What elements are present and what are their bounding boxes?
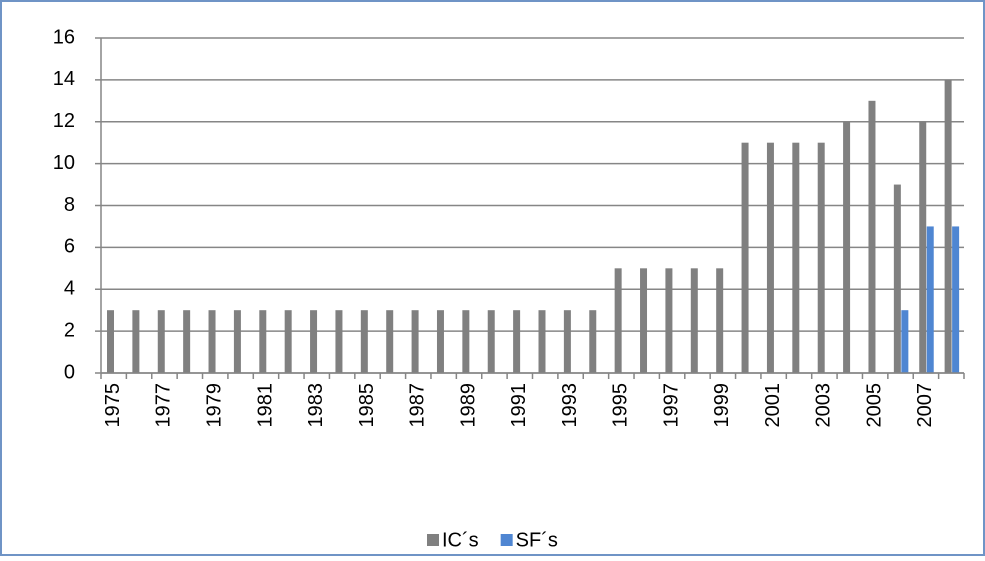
legend-label: SF´s [516, 529, 558, 551]
bar [640, 268, 648, 373]
bar [310, 310, 318, 373]
bar [513, 310, 521, 373]
x-tick-label: 2001 [762, 383, 784, 428]
y-tick-label: 16 [53, 26, 75, 48]
bar [107, 310, 114, 373]
bar [157, 310, 165, 373]
y-tick-label: 4 [64, 278, 75, 300]
legend-swatch [427, 534, 439, 546]
bar [868, 100, 876, 373]
bar [487, 310, 495, 373]
bar [766, 142, 774, 373]
x-tick-label: 1979 [204, 383, 226, 428]
x-tick-label: 1985 [356, 383, 378, 428]
bar [843, 121, 851, 373]
y-tick-label: 6 [64, 236, 75, 258]
bar [944, 79, 952, 373]
legend-swatch [500, 534, 513, 546]
bar [919, 121, 927, 373]
bar [741, 142, 749, 373]
x-tick-label: 1995 [610, 383, 632, 428]
bar [893, 184, 901, 373]
x-tick-label: 2003 [813, 383, 835, 428]
bar [952, 226, 960, 373]
x-tick-label: 1993 [559, 383, 581, 428]
x-tick-label: 1987 [407, 383, 429, 428]
bar [538, 310, 546, 373]
bar [817, 142, 825, 373]
bar [901, 310, 909, 373]
bar [614, 268, 622, 373]
bar [436, 310, 444, 373]
bar [716, 268, 724, 373]
bar [284, 310, 292, 373]
y-tick-label: 8 [64, 194, 75, 216]
x-tick-label: 1977 [153, 383, 175, 428]
y-tick-label: 14 [53, 68, 75, 90]
bar [563, 310, 571, 373]
bar [233, 310, 241, 373]
bar [208, 310, 216, 373]
x-tick-label: 1999 [711, 383, 733, 428]
bar [386, 310, 394, 373]
bar [360, 310, 368, 373]
bar [665, 268, 673, 373]
bar [462, 310, 470, 373]
bar [259, 310, 267, 373]
bar [792, 142, 800, 373]
bar [132, 310, 140, 373]
bar [926, 226, 934, 373]
x-tick-label: 1981 [254, 383, 276, 428]
bar [589, 310, 597, 373]
x-tick-label: 1975 [102, 383, 124, 428]
x-tick-label: 2005 [863, 383, 885, 428]
bar [411, 310, 419, 373]
x-tick-label: 1997 [660, 383, 682, 428]
bar [335, 310, 343, 373]
x-tick-label: 1991 [508, 383, 530, 428]
bar [183, 310, 191, 373]
legend-label: IC´s [442, 529, 479, 551]
x-tick-label: 1989 [457, 383, 479, 428]
y-tick-label: 2 [64, 319, 75, 341]
x-tick-label: 2007 [914, 383, 936, 428]
y-tick-label: 12 [53, 110, 75, 132]
x-tick-label: 1983 [305, 383, 327, 428]
y-tick-label: 0 [64, 361, 75, 383]
y-tick-label: 10 [53, 152, 75, 174]
bar [690, 268, 698, 373]
